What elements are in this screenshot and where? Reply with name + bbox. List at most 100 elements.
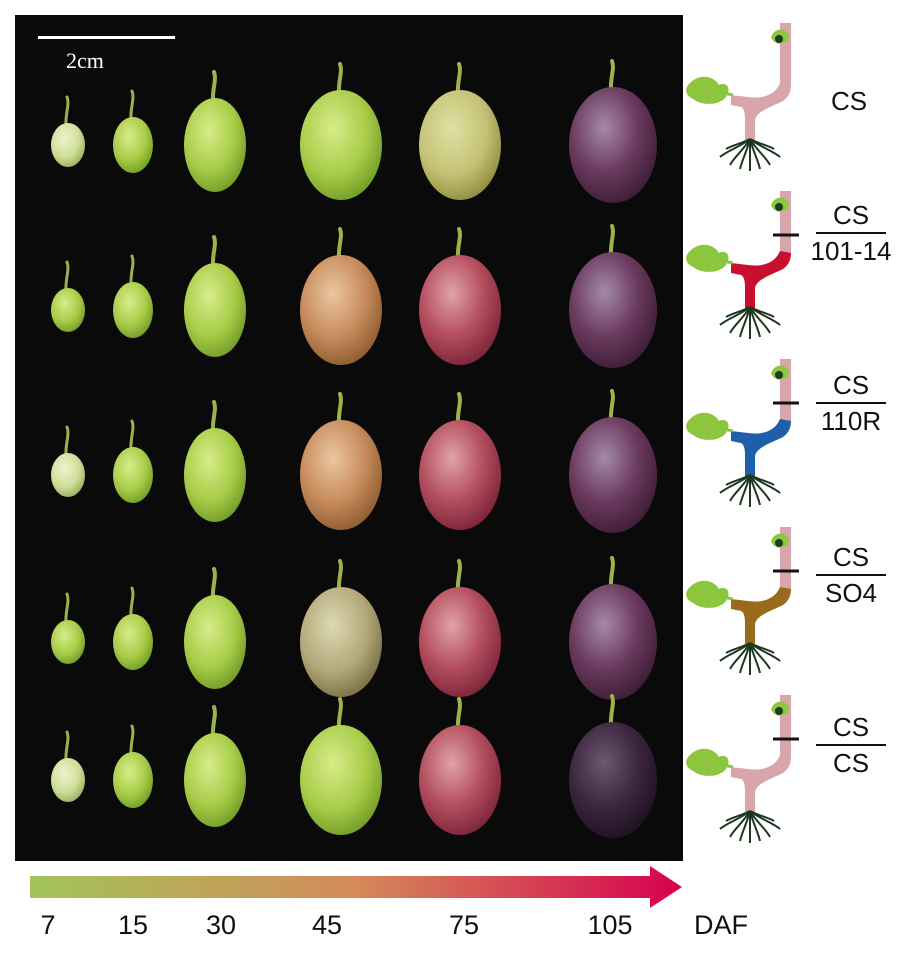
grape-berry bbox=[51, 288, 85, 332]
grape-berry bbox=[184, 428, 246, 522]
grape-berry bbox=[113, 752, 153, 808]
grape-berry bbox=[113, 117, 153, 173]
fraction-rule bbox=[816, 232, 886, 234]
root bbox=[749, 642, 771, 670]
grape-berry bbox=[184, 263, 246, 357]
berry-stem bbox=[336, 697, 343, 731]
grape-berry bbox=[569, 584, 657, 700]
leaf-icon bbox=[686, 412, 729, 440]
timeline-arrow-shape bbox=[30, 866, 682, 908]
berry-stem bbox=[336, 559, 343, 593]
berry-stem bbox=[210, 705, 217, 739]
berry-stem bbox=[64, 425, 70, 459]
root bbox=[725, 642, 751, 654]
graft-label-cs-so4: CS SO4 bbox=[796, 542, 906, 608]
timeline-arrow bbox=[30, 866, 690, 908]
root bbox=[725, 810, 751, 822]
scion-label: CS bbox=[832, 542, 870, 572]
root bbox=[749, 642, 775, 654]
grape-berry bbox=[300, 420, 382, 530]
rootstock-label: 101-14 bbox=[810, 236, 892, 266]
rootstock-trunk bbox=[731, 251, 791, 308]
tick-label: 30 bbox=[205, 910, 237, 940]
rootstock-trunk bbox=[731, 755, 791, 812]
graft-label-cs-110r: CS 110R bbox=[796, 370, 906, 436]
berry-stem bbox=[608, 556, 615, 590]
tick-label: 45 bbox=[311, 910, 343, 940]
grape-berry bbox=[113, 282, 153, 338]
root bbox=[749, 474, 771, 502]
berry-stem bbox=[455, 559, 462, 593]
graft-label-cs: CS bbox=[830, 86, 868, 116]
bud-icon bbox=[775, 707, 783, 715]
tick-label: 15 bbox=[117, 910, 149, 940]
berry-stem bbox=[210, 70, 217, 104]
rootstock-label: SO4 bbox=[824, 578, 878, 608]
berry-stem bbox=[129, 586, 135, 620]
rootstock-label: 110R bbox=[820, 406, 882, 436]
graft-diagram-column bbox=[683, 15, 918, 861]
grape-berry bbox=[300, 725, 382, 835]
scion-label: CS bbox=[832, 712, 870, 742]
grape-berry bbox=[51, 123, 85, 167]
berry-stem bbox=[336, 62, 343, 96]
graft-label-cs-cs: CS CS bbox=[796, 712, 906, 778]
bud-icon bbox=[775, 371, 783, 379]
graft-label-cs-101-14: CS 101-14 bbox=[796, 200, 906, 266]
grape-berry bbox=[569, 252, 657, 368]
tick-label: 75 bbox=[448, 910, 480, 940]
grape-berry bbox=[300, 255, 382, 365]
leaf-icon bbox=[686, 76, 729, 104]
root bbox=[725, 474, 751, 486]
berry-stem bbox=[455, 392, 462, 426]
rootstock-trunk bbox=[731, 419, 791, 476]
tick-label: 7 bbox=[40, 910, 56, 940]
berry-stem bbox=[455, 62, 462, 96]
berry-stem bbox=[336, 392, 343, 426]
berry-stem bbox=[210, 567, 217, 601]
grape-berry bbox=[113, 447, 153, 503]
berry-stem bbox=[64, 260, 70, 294]
grape-berry bbox=[184, 595, 246, 689]
grape-berry bbox=[51, 453, 85, 497]
berry-stem bbox=[64, 730, 70, 764]
scale-bar-label: 2cm bbox=[66, 48, 104, 73]
grape-berry bbox=[419, 420, 501, 530]
scion-label: CS bbox=[832, 200, 870, 230]
fraction-rule bbox=[816, 744, 886, 746]
berry-stem bbox=[129, 724, 135, 758]
root bbox=[725, 138, 751, 150]
grape-berry bbox=[184, 98, 246, 192]
berry-stem bbox=[608, 59, 615, 93]
leaf-petiole bbox=[722, 427, 734, 433]
grape-berry-photo bbox=[15, 15, 683, 861]
leaf-petiole bbox=[722, 259, 734, 265]
grape-berry bbox=[569, 417, 657, 533]
berry-stem bbox=[210, 235, 217, 269]
grape-berry bbox=[184, 733, 246, 827]
grape-berry bbox=[51, 758, 85, 802]
grape-berry bbox=[51, 620, 85, 664]
root bbox=[725, 306, 751, 318]
grape-berry bbox=[419, 725, 501, 835]
rootstock-trunk bbox=[731, 83, 791, 140]
grape-berry bbox=[419, 255, 501, 365]
berry-stem bbox=[608, 694, 615, 728]
grape-berry bbox=[569, 722, 657, 838]
leaf-icon bbox=[686, 580, 729, 608]
berry-stem bbox=[455, 227, 462, 261]
berry-stem bbox=[64, 592, 70, 626]
berry-stem bbox=[608, 224, 615, 258]
leaf-petiole bbox=[722, 91, 734, 97]
root bbox=[749, 306, 771, 334]
grape-berry bbox=[113, 614, 153, 670]
rootstock-trunk bbox=[731, 587, 791, 644]
berry-stem bbox=[608, 389, 615, 423]
berry-stem bbox=[64, 95, 70, 129]
leaf-petiole bbox=[722, 763, 734, 769]
berry-stem bbox=[129, 89, 135, 123]
berry-stem bbox=[455, 697, 462, 731]
root bbox=[749, 474, 775, 486]
scion-label: CS bbox=[832, 370, 870, 400]
grape-berry bbox=[300, 90, 382, 200]
